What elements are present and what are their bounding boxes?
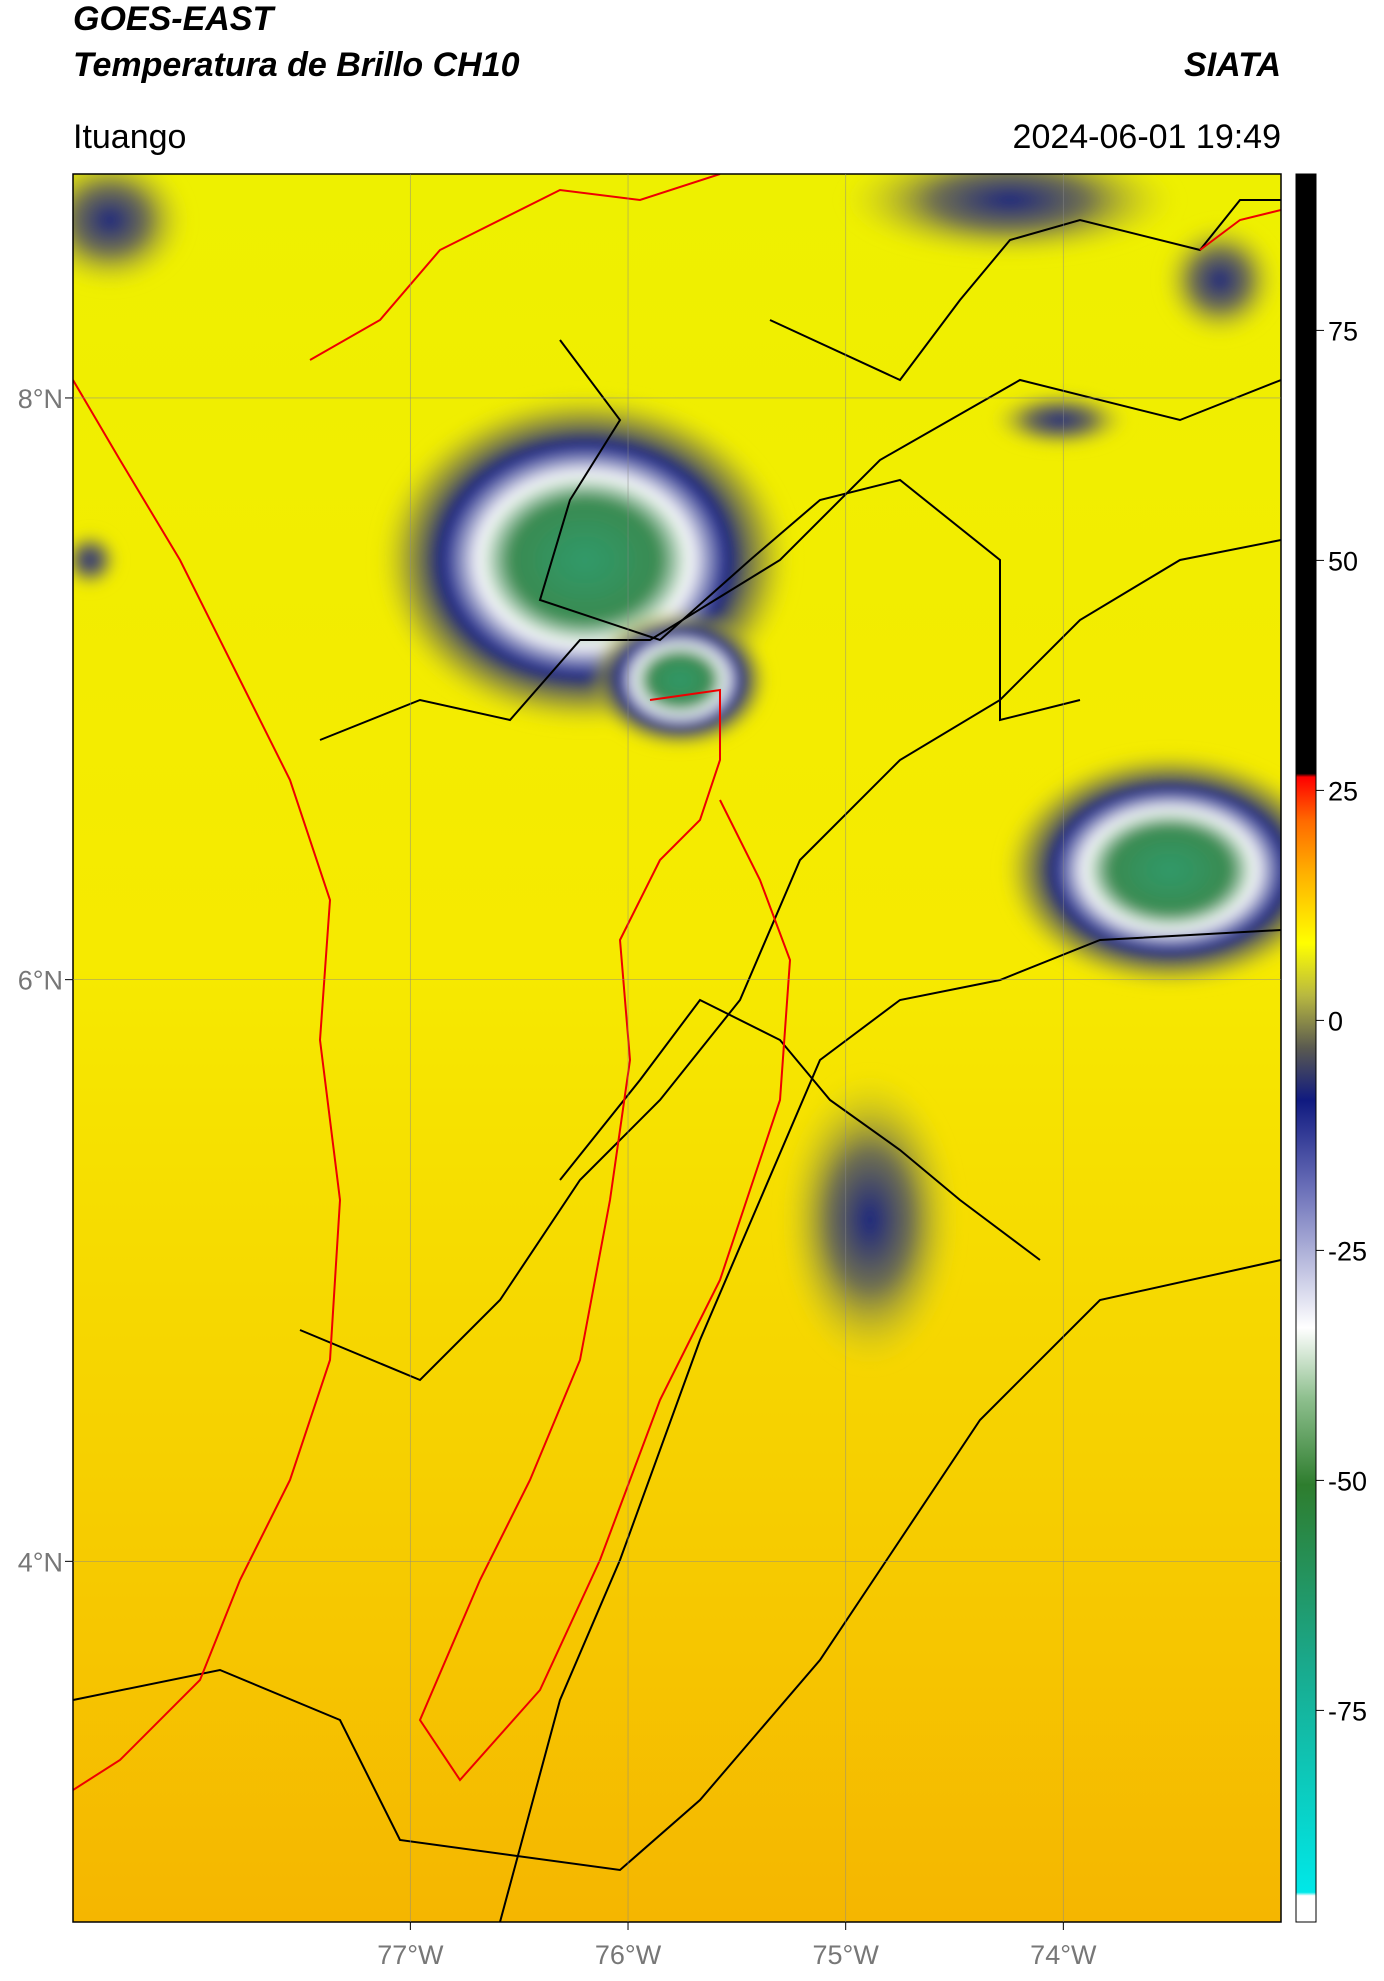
x-tick-label: 75°W <box>813 1940 880 1970</box>
colorbar-tick-label: 25 <box>1328 776 1358 806</box>
subtitle: Temperatura de Brillo CH10 <box>73 46 520 84</box>
colorbar-tick-label: 75 <box>1328 316 1358 346</box>
y-tick-label: 6°N <box>18 966 63 996</box>
map-field <box>73 174 1281 1922</box>
x-tick-label: 74°W <box>1030 1940 1097 1970</box>
x-tick-label: 77°W <box>377 1940 444 1970</box>
datetime: 2024-06-01 19:49 <box>1013 118 1281 156</box>
title: GOES-EAST <box>73 0 276 38</box>
x-tick-label: 76°W <box>595 1940 662 1970</box>
map-frame <box>72 173 1282 1923</box>
y-tick-label: 4°N <box>18 1547 63 1577</box>
colorbar <box>1295 173 1317 1923</box>
source: SIATA <box>1184 46 1281 84</box>
colorbar-tick-label: -50 <box>1328 1466 1367 1496</box>
y-tick-label: 8°N <box>18 384 63 414</box>
colorbar-tick-label: -75 <box>1328 1696 1367 1726</box>
colorbar-tick-label: -25 <box>1328 1236 1367 1266</box>
location: Ituango <box>73 118 186 156</box>
colorbar-tick-label: 50 <box>1328 546 1358 576</box>
colorbar-tick-label: 0 <box>1328 1006 1343 1036</box>
